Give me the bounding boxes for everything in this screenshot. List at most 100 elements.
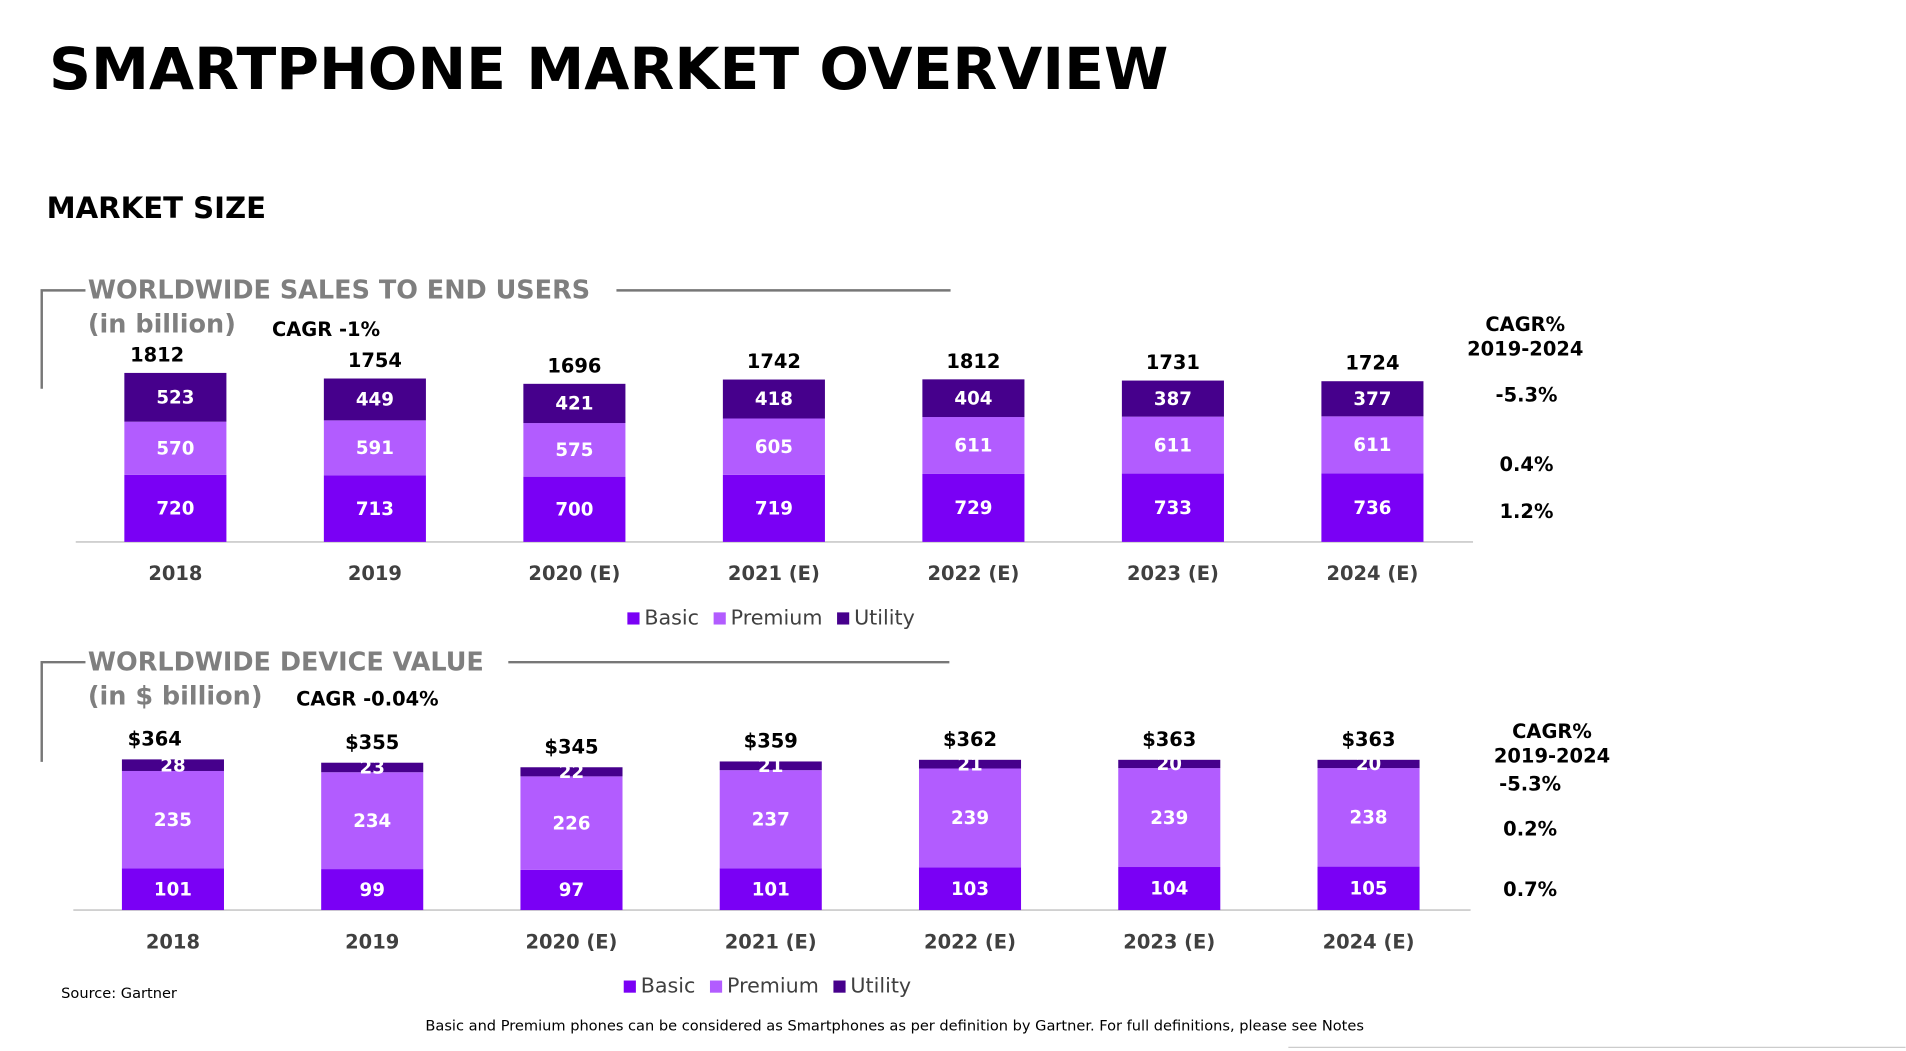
value-label: 105 (1350, 879, 1388, 900)
legend-swatch (627, 612, 640, 625)
frame (40, 660, 950, 762)
cagr-value: 0.2% (1503, 817, 1557, 840)
bar-segment (323, 475, 426, 542)
bar-segment (918, 867, 1022, 911)
bar-segment (520, 776, 623, 870)
bar-segment (523, 423, 626, 477)
value-label: 104 (1150, 879, 1188, 900)
cagr-header: CAGR% (1485, 313, 1565, 336)
value-label: 22 (559, 762, 584, 783)
value-label: 234 (353, 811, 391, 832)
value-label: 377 (1353, 389, 1391, 410)
bar-segment (719, 761, 822, 771)
x-tick-label: 2020 (E) (526, 930, 618, 953)
legend-label: Basic (644, 605, 699, 629)
bar-segment (1118, 759, 1221, 769)
bar-segment (1317, 866, 1420, 911)
bar-segment (918, 759, 1022, 769)
total-label: 1812 (130, 343, 184, 366)
x-tick-label: 2024 (E) (1326, 562, 1418, 585)
legend-label: Premium (731, 605, 823, 629)
bar-segment (722, 474, 825, 542)
total-label: 1696 (547, 354, 601, 377)
value-label: 611 (954, 436, 992, 457)
bar-segment (523, 476, 626, 542)
bar-segment (719, 770, 822, 869)
value-label: 611 (1154, 435, 1192, 456)
value-label: 101 (752, 879, 790, 900)
total-label: 1731 (1146, 351, 1200, 374)
bar-segment (722, 418, 825, 475)
value-label: 570 (156, 438, 194, 459)
x-tick-label: 2021 (E) (725, 930, 817, 953)
bar-segment (121, 759, 224, 771)
bar-segment (1317, 759, 1420, 769)
legend-label: Premium (727, 974, 819, 998)
chart-subtitle: (in $ billion) (88, 681, 263, 711)
legend-label: Utility (854, 605, 915, 629)
legend-swatch (709, 980, 723, 993)
total-label: $345 (544, 735, 598, 758)
x-tick-label: 2023 (E) (1127, 562, 1219, 585)
value-label: 605 (755, 437, 793, 458)
value-label: 20 (1157, 754, 1182, 775)
value-label: 20 (1356, 754, 1381, 775)
value-label: 23 (360, 758, 385, 779)
chart-subtitle: (in billion) (88, 310, 236, 340)
bar-segment (1121, 473, 1224, 542)
cagr-header: CAGR% (1512, 720, 1592, 743)
bar-segment (1321, 416, 1424, 474)
value-label: 404 (954, 388, 992, 409)
total-label: $363 (1341, 728, 1395, 751)
bar-segment (918, 768, 1022, 868)
bar-segment (922, 417, 1025, 474)
bar-segment (722, 379, 825, 419)
frame (40, 289, 951, 389)
source: Source: Gartner (61, 985, 177, 1002)
bar-segment (922, 473, 1025, 542)
value-label: 21 (758, 756, 783, 777)
legend-label: Utility (850, 974, 911, 998)
total-label: 1754 (348, 349, 402, 372)
bar-segment (523, 383, 626, 424)
value-label: 611 (1353, 435, 1391, 456)
section-title: MARKET SIZE (47, 191, 266, 225)
bar-segment (124, 474, 227, 542)
total-label: $363 (1142, 728, 1196, 751)
value-label: 101 (154, 879, 192, 900)
value-label: 387 (1154, 389, 1192, 410)
bar-segment (321, 869, 424, 911)
bar-segment (922, 379, 1025, 418)
value-label: 575 (555, 440, 593, 461)
legend-label: Basic (641, 974, 696, 998)
value-label: 239 (1150, 808, 1188, 829)
value-label: 237 (752, 809, 790, 830)
legend-swatch (623, 980, 636, 993)
value-label: 103 (951, 879, 989, 900)
legend-swatch (837, 612, 850, 625)
total-label: $359 (744, 730, 798, 753)
bar-segment (520, 869, 623, 911)
total-label: $362 (943, 728, 997, 751)
bar-segment (124, 421, 227, 475)
value-label: 239 (951, 808, 989, 829)
bar-segment (121, 868, 224, 911)
total-label: 1742 (747, 350, 801, 373)
x-tick-label: 2022 (E) (924, 930, 1016, 953)
value-label: 421 (555, 394, 593, 415)
bar-segment (1321, 381, 1424, 417)
annotation: CAGR -1% (272, 318, 380, 341)
bar-segment (124, 372, 227, 422)
value-label: 28 (160, 755, 185, 776)
x-tick-label: 2021 (E) (728, 562, 820, 585)
bar-segment (719, 868, 822, 911)
legend-swatch (833, 980, 846, 993)
x-tick-label: 2018 (146, 930, 200, 953)
total-label: 1812 (946, 350, 1000, 373)
bar-segment (1118, 867, 1221, 911)
cagr-value: -5.3% (1499, 772, 1561, 795)
cagr-value: -5.3% (1496, 384, 1558, 407)
bar-segment (1121, 380, 1224, 417)
x-tick-label: 2020 (E) (528, 562, 620, 585)
